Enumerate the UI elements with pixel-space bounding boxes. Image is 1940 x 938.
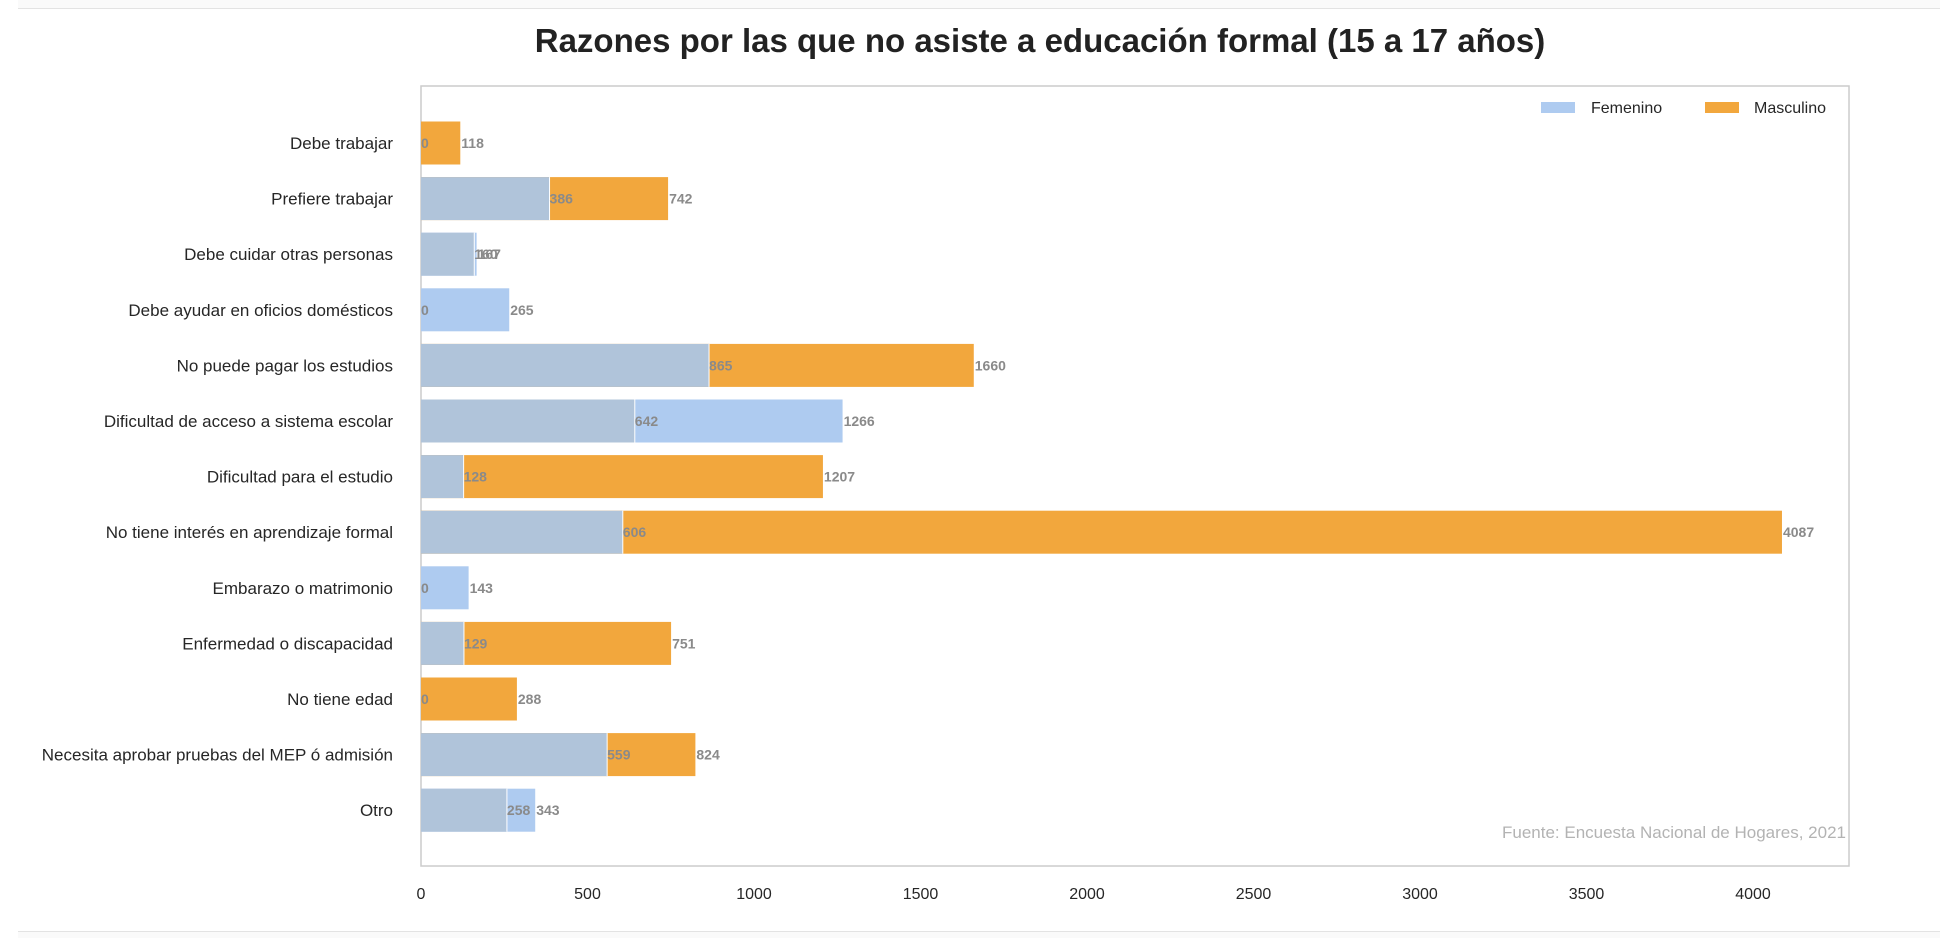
bar-overlap — [421, 788, 507, 832]
y-axis-labels: Debe trabajar Prefiere trabajar Debe cuida… — [42, 134, 394, 820]
value-label-min: 0 — [421, 302, 429, 318]
value-label-min: 865 — [709, 357, 733, 373]
value-label-min: 129 — [464, 635, 488, 651]
value-label-max: 288 — [518, 691, 542, 707]
bar-overlap — [421, 510, 623, 554]
value-label-max: 751 — [672, 635, 696, 651]
y-category-label: Embarazo o matrimonio — [213, 579, 393, 598]
value-label-min: 606 — [623, 524, 647, 540]
value-label-max: 265 — [510, 302, 534, 318]
frame-top-border — [18, 0, 1940, 9]
x-tick-label: 2000 — [1069, 886, 1105, 903]
y-category-label: No tiene edad — [287, 690, 393, 709]
value-label-min: 0 — [421, 691, 429, 707]
x-tick-label: 0 — [417, 886, 426, 903]
source-annotation: Fuente: Encuesta Nacional de Hogares, 20… — [1502, 823, 1846, 842]
value-label-min: 0 — [421, 135, 429, 151]
value-label-min: 642 — [635, 413, 659, 429]
bar-overlap — [421, 621, 464, 665]
x-tick-label: 500 — [574, 886, 601, 903]
frame-bottom-border — [18, 931, 1940, 938]
bar-masculino — [421, 121, 461, 165]
x-tick-label: 2500 — [1236, 886, 1272, 903]
value-label-max: 1266 — [844, 413, 875, 429]
y-category-label: Debe trabajar — [290, 134, 393, 153]
bar-overlap — [421, 399, 635, 443]
y-category-label: Necesita aprobar pruebas del MEP ó admis… — [42, 746, 393, 765]
bar-overlap — [421, 177, 550, 221]
value-label-max: 1660 — [975, 357, 1006, 373]
value-label-max: 118 — [461, 135, 484, 151]
legend-swatch-masculino — [1705, 102, 1739, 113]
value-label-min: 258 — [507, 802, 531, 818]
y-category-label: Enfermedad o discapacidad — [182, 634, 393, 653]
value-label-max: 1207 — [824, 469, 855, 485]
legend-swatch-femenino — [1541, 102, 1575, 113]
value-label-max: 742 — [669, 191, 693, 207]
value-label-max: 824 — [696, 747, 720, 763]
bar-overlap — [421, 455, 464, 499]
value-label-max: 4087 — [1783, 524, 1814, 540]
legend-label-femenino: Femenino — [1591, 100, 1662, 117]
x-axis-ticks: 0 500 1000 1500 2000 2500 3000 3500 4000 — [417, 886, 1771, 903]
y-category-label: Dificultad para el estudio — [207, 468, 393, 487]
bar-overlap — [421, 733, 608, 777]
x-tick-label: 1000 — [736, 886, 772, 903]
x-tick-label: 4000 — [1735, 886, 1771, 903]
y-category-label: No puede pagar los estudios — [177, 356, 393, 375]
bar-overlap — [421, 232, 475, 276]
value-label-min: 559 — [607, 747, 631, 763]
y-category-label: Otro — [360, 801, 393, 820]
bar-masculino — [421, 455, 823, 499]
legend-label-masculino: Masculino — [1754, 100, 1826, 117]
value-label-min: 0 — [421, 580, 429, 596]
y-category-label: No tiene interés en aprendizaje formal — [106, 523, 393, 542]
x-tick-label: 3500 — [1569, 886, 1605, 903]
value-label-min: 128 — [464, 469, 488, 485]
value-label-max: 143 — [470, 580, 494, 596]
value-label-max: 167 — [478, 246, 502, 262]
legend: Femenino Masculino — [1541, 100, 1826, 117]
bar-femenino — [421, 566, 469, 610]
bar-overlap — [421, 343, 710, 387]
bar-femenino — [421, 288, 510, 332]
bar-masculino — [421, 510, 1782, 554]
value-label-min: 160 — [474, 246, 498, 262]
bar-masculino — [421, 677, 517, 721]
x-tick-label: 3000 — [1402, 886, 1438, 903]
y-category-label: Dificultad de acceso a sistema escolar — [104, 412, 393, 431]
y-category-label: Prefiere trabajar — [271, 190, 393, 209]
y-category-label: Debe ayudar en oficios domésticos — [128, 301, 393, 320]
y-category-label: Debe cuidar otras personas — [184, 245, 393, 264]
chart-title: Razones por las que no asiste a educació… — [535, 22, 1546, 59]
value-label-max: 343 — [536, 802, 560, 818]
x-tick-label: 1500 — [903, 886, 939, 903]
value-label-min: 386 — [550, 191, 574, 207]
